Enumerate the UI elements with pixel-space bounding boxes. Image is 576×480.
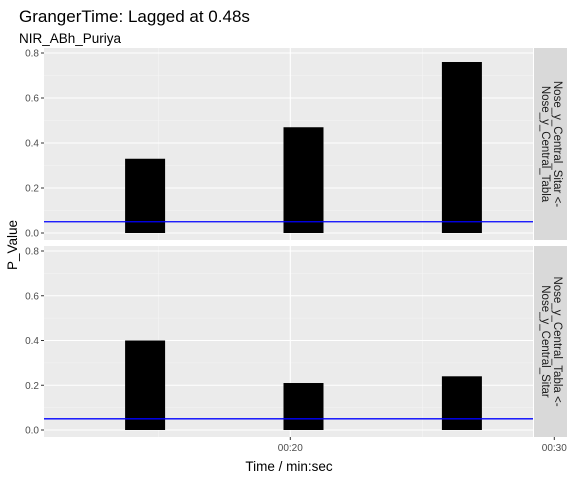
y-tick-label: 0.6 [25,94,39,105]
y-tick-label: 0.6 [25,291,39,302]
y-tick-label: 0.4 [25,336,39,347]
x-axis-title: Time / min:sec [245,459,333,474]
bar [125,158,166,233]
chart-subtitle: NIR_ABh_Puriya [19,31,122,46]
y-tick-label: 0.8 [25,247,39,258]
facet-strip-text: Nose_y_Central_Tabla [539,86,551,203]
facet-strip-text: Nose_y_Central_Sitar <- [551,81,563,207]
y-tick-label: 0.8 [25,49,39,60]
y-tick-label: 0.4 [25,139,39,150]
y-tick-label: 0.2 [25,184,39,195]
x-tick-label: 00:30 [542,443,567,454]
y-tick-label: 0.0 [25,229,39,240]
y-axis-title: P_Value [5,220,20,270]
bar [283,383,324,430]
bar [283,127,324,233]
facet-strip-text: Nose_y_Central_Tabla <- [551,276,563,406]
facet-strip [534,246,567,437]
y-tick-label: 0.0 [25,426,39,437]
chart-title: GrangerTime: Lagged at 0.48s [19,7,250,26]
facet-strip-label: Nose_y_Central_Sitar <-Nose_y_Central_Ta… [539,81,563,207]
x-tick-label: 00:20 [278,443,303,454]
facet-strip-text: Nose_y_Central_Sitar [539,285,551,398]
facet-strip [534,48,567,240]
bar [441,376,482,430]
y-tick-label: 0.2 [25,381,39,392]
facet-strip-label: Nose_y_Central_Tabla <-Nose_y_Central_Si… [539,276,563,406]
bar [441,62,482,233]
bar [125,340,166,430]
